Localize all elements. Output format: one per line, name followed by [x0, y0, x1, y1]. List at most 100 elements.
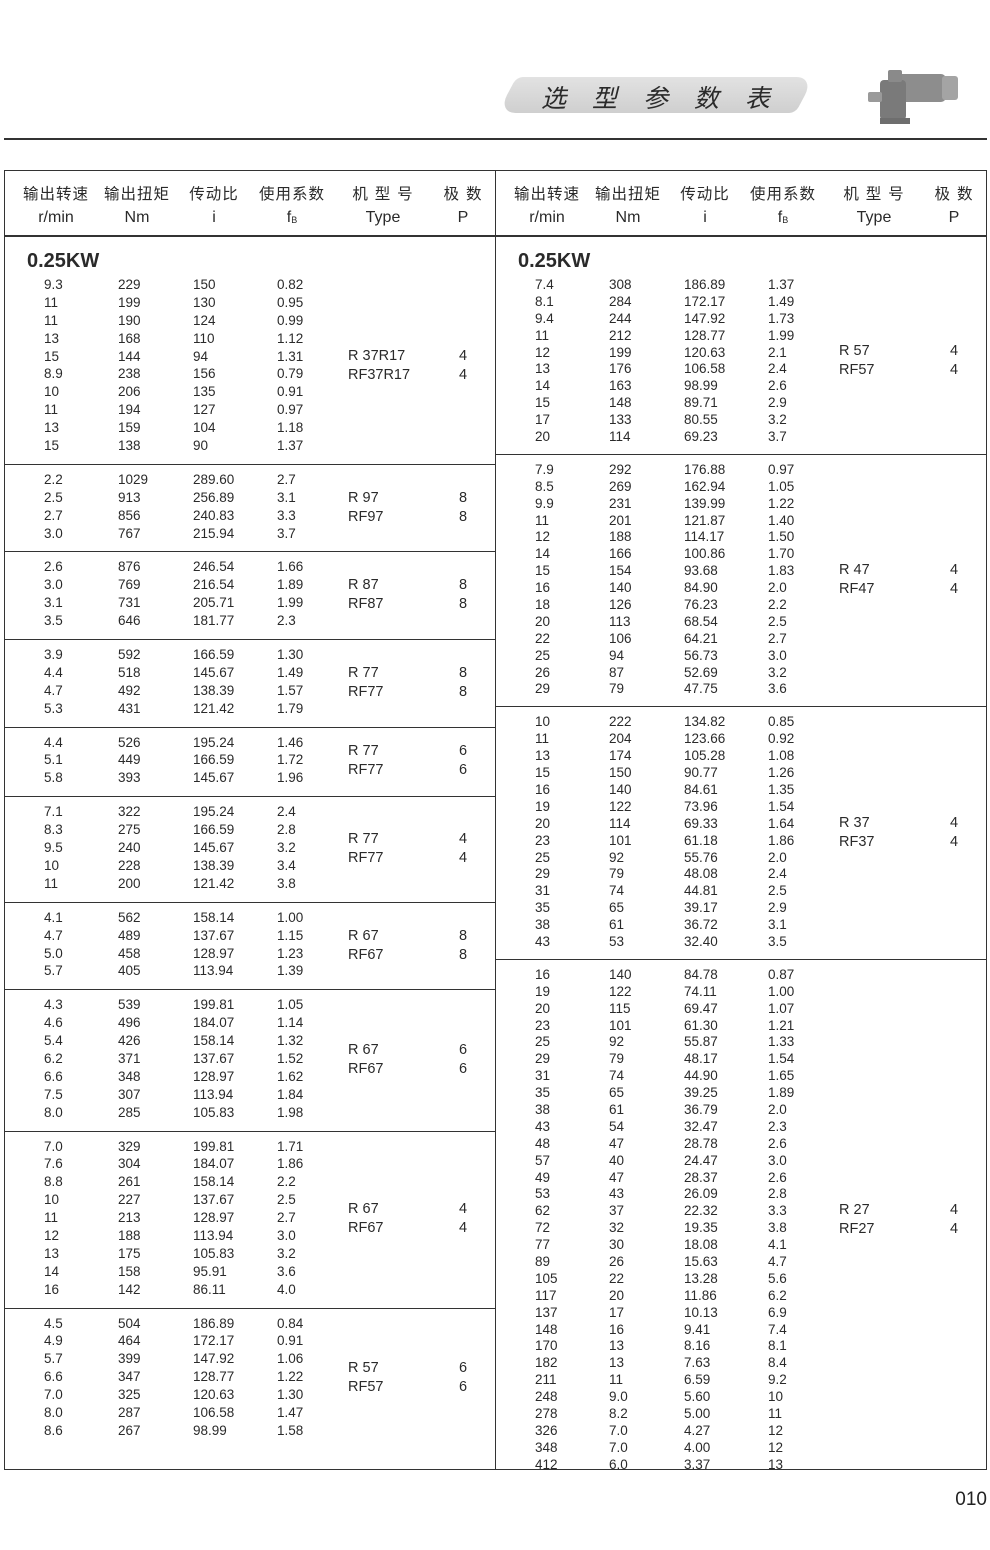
- speed-cell: 13: [535, 748, 551, 764]
- pole-value: 4: [949, 562, 959, 579]
- table-row: 7.4 308 186.89 1.37: [496, 277, 987, 294]
- ratio-cell: 113.94: [193, 1227, 234, 1243]
- torque-cell: 261: [118, 1174, 141, 1190]
- speed-cell: 11: [44, 875, 59, 891]
- torque-cell: 489: [118, 927, 141, 943]
- speed-cell: 170: [535, 1338, 558, 1354]
- torque-cell: 32: [609, 1220, 625, 1236]
- speed-cell: 29: [535, 1051, 551, 1067]
- speed-cell: 7.1: [44, 804, 63, 820]
- speed-cell: 18: [535, 597, 551, 613]
- ratio-cell: 139.99: [684, 495, 726, 511]
- table-row: 4.6 496 184.07 1.14: [5, 1015, 495, 1033]
- group-rows: 4.3 539 199.81 1.05 4.6 496 184.07 1.14 5.4 426 15…: [5, 997, 495, 1122]
- model-type-label: RF77: [348, 762, 384, 779]
- torque-cell: 101: [609, 1017, 632, 1033]
- service-factor-cell: 1.22: [768, 495, 795, 511]
- torque-cell: 539: [118, 997, 141, 1013]
- table-row: 5.1 449 166.59 1.72: [5, 752, 495, 770]
- torque-cell: 913: [118, 489, 141, 505]
- model-type-label: R 67: [348, 1041, 379, 1058]
- header-label-zh: 极 数: [934, 185, 974, 203]
- speed-cell: 15: [535, 563, 551, 579]
- torque-cell: 194: [118, 402, 141, 418]
- ratio-cell: 28.37: [684, 1169, 718, 1185]
- power-rating: 0.25KW: [27, 250, 100, 272]
- ratio-cell: 69.33: [684, 815, 718, 831]
- torque-cell: 504: [118, 1315, 141, 1331]
- speed-cell: 31: [535, 1068, 551, 1084]
- ratio-cell: 6.59: [684, 1372, 711, 1388]
- speed-cell: 8.0: [44, 1104, 63, 1120]
- service-factor-cell: 2.3: [768, 1118, 787, 1134]
- torque-cell: 405: [118, 963, 141, 979]
- model-group: 4.1 562 158.14 1.00 4.7 489 137.67 1.15 5.0 458 12…: [5, 903, 495, 991]
- torque-cell: 449: [118, 752, 141, 768]
- service-factor-cell: 1.07: [768, 1000, 795, 1016]
- speed-cell: 20: [535, 815, 551, 831]
- model-type-label: R 37: [839, 814, 870, 831]
- ratio-cell: 123.66: [684, 731, 726, 747]
- torque-cell: 769: [118, 577, 141, 593]
- ratio-cell: 32.40: [684, 933, 718, 949]
- table-row: 15 148 89.71 2.9: [496, 395, 987, 412]
- ratio-cell: 145.67: [193, 840, 235, 856]
- service-factor-cell: 1.83: [768, 563, 795, 579]
- torque-cell: 431: [118, 700, 141, 716]
- torque-cell: 244: [609, 310, 632, 326]
- ratio-cell: 127: [193, 402, 216, 418]
- torque-cell: 74: [609, 883, 625, 899]
- table-row: 23 101 61.30 1.21: [496, 1018, 987, 1035]
- table-row: 15 150 90.77 1.26: [496, 765, 987, 782]
- table-row: 2.7 856 240.83 3.3: [5, 508, 495, 526]
- speed-cell: 22: [535, 630, 551, 646]
- torque-cell: 8.2: [609, 1406, 628, 1421]
- service-factor-cell: 2.0: [768, 849, 787, 865]
- torque-cell: 175: [118, 1245, 141, 1261]
- service-factor-cell: 1.65: [768, 1068, 795, 1084]
- service-factor-cell: 3.7: [277, 525, 296, 541]
- ratio-cell: 105.28: [684, 748, 726, 764]
- ratio-cell: 121.87: [684, 512, 726, 528]
- table-row: 49 47 28.37 2.6: [496, 1170, 987, 1187]
- torque-cell: 856: [118, 507, 141, 523]
- torque-cell: 61: [609, 917, 625, 933]
- ratio-cell: 44.81: [684, 883, 718, 899]
- torque-cell: 94: [609, 647, 625, 663]
- ratio-cell: 199.81: [193, 1138, 235, 1154]
- torque-cell: 492: [118, 682, 141, 698]
- table-row: 15 144 94 1.31: [5, 349, 495, 367]
- ratio-cell: 93.68: [684, 563, 718, 579]
- ratio-cell: 150: [193, 277, 216, 292]
- speed-cell: 8.0: [44, 1404, 63, 1420]
- service-factor-cell: 1.30: [277, 1387, 304, 1403]
- model-type-label: RF67: [348, 946, 384, 963]
- torque-cell: 7.0: [609, 1422, 628, 1438]
- table-row: 11 200 121.42 3.8: [5, 876, 495, 894]
- torque-cell: 140: [609, 781, 632, 797]
- table-row: 5.8 393 145.67 1.96: [5, 770, 495, 788]
- service-factor-cell: 5.6: [768, 1270, 787, 1286]
- table-row: 13 174 105.28 1.08: [496, 748, 987, 765]
- table-row: 8.0 287 106.58 1.47: [5, 1405, 495, 1423]
- group-rows: 4.5 504 186.89 0.84 4.9 464 172.17 0.91 5.7 399 14…: [5, 1316, 495, 1441]
- speed-cell: 15: [535, 395, 551, 411]
- ratio-cell: 138.39: [193, 682, 235, 698]
- ratio-cell: 69.23: [684, 429, 718, 445]
- speed-cell: 8.9: [44, 366, 63, 382]
- group-rows: 2.2 1029 289.60 2.7 2.5 913 256.89 3.1 2.7 856 240…: [5, 472, 495, 544]
- service-factor-cell: 2.2: [768, 597, 787, 613]
- pole-value: 6: [458, 743, 468, 760]
- service-factor-cell: 1.00: [277, 909, 304, 925]
- table-row: 8.3 275 166.59 2.8: [5, 822, 495, 840]
- speed-cell: 4.4: [44, 734, 63, 750]
- table-row: 20 114 69.33 1.64: [496, 816, 987, 833]
- torque-cell: 229: [118, 277, 141, 292]
- table-row: 13 176 106.58 2.4: [496, 361, 987, 378]
- torque-cell: 101: [609, 832, 632, 848]
- service-factor-cell: 1.86: [768, 832, 795, 848]
- service-factor-cell: 11: [768, 1406, 783, 1421]
